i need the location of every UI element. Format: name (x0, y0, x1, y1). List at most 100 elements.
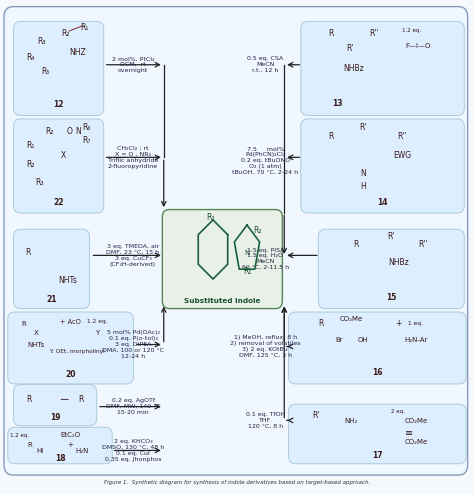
Text: 7.5     mol%
Pd(PhCN)₂Cl₂
0.2 eq. tBuONO
O₂ (1 atm)
tBuOH, 70 °C, 2-24 h: 7.5 mol% Pd(PhCN)₂Cl₂ 0.2 eq. tBuONO O₂ … (232, 147, 299, 175)
Text: R: R (27, 395, 32, 404)
Text: 13: 13 (332, 99, 343, 108)
Text: 1.5 eq. PISA
1.5 eq. H₂O
MeCN
60 °C, 2-11.5 h: 1.5 eq. PISA 1.5 eq. H₂O MeCN 60 °C, 2-1… (242, 247, 289, 270)
FancyBboxPatch shape (289, 404, 466, 464)
Text: 22: 22 (54, 198, 64, 207)
Text: 1) MeOH, reflux, 8 h
2) removal of volatiles
3) 2 eq. KOtBu
DMF, 125 °C, 3 h: 1) MeOH, reflux, 8 h 2) removal of volat… (230, 335, 301, 358)
FancyBboxPatch shape (4, 6, 468, 475)
FancyBboxPatch shape (13, 229, 90, 309)
Text: O: O (66, 127, 72, 136)
Text: R₂: R₂ (46, 127, 54, 136)
Text: Y: Y (96, 330, 100, 336)
FancyBboxPatch shape (13, 119, 104, 213)
Text: N: N (75, 127, 81, 136)
Text: R₂: R₂ (61, 29, 70, 39)
Text: R₇: R₇ (82, 136, 91, 145)
Text: EtC₂O: EtC₂O (60, 432, 80, 439)
FancyBboxPatch shape (13, 21, 104, 116)
FancyBboxPatch shape (318, 229, 465, 309)
FancyBboxPatch shape (162, 209, 283, 309)
Text: NHZ: NHZ (70, 47, 86, 56)
Text: R'': R'' (418, 240, 428, 249)
Text: R: R (26, 247, 31, 256)
Text: 2 mol%, PtCl₄
DCM,  rt
overnight: 2 mol%, PtCl₄ DCM, rt overnight (112, 56, 154, 73)
Text: 2 eq.: 2 eq. (392, 409, 405, 414)
FancyBboxPatch shape (289, 312, 466, 384)
Text: Substituted Indole: Substituted Indole (184, 298, 261, 304)
Text: R: R (328, 29, 334, 39)
Text: H₂N-Ar: H₂N-Ar (404, 337, 428, 343)
Text: R'': R'' (397, 132, 407, 141)
Text: 1.2 eq.: 1.2 eq. (402, 28, 421, 33)
Text: R₄: R₄ (27, 53, 35, 62)
Text: Figure 1.  Synthetic diagram for synthesis of indole derivatives based on target: Figure 1. Synthetic diagram for synthesi… (104, 480, 370, 485)
Text: 1 eq.: 1 eq. (409, 322, 423, 327)
Text: Y: OEt, morpholinyl: Y: OEt, morpholinyl (49, 349, 105, 354)
Text: R: R (319, 319, 324, 329)
Text: 14: 14 (377, 198, 388, 207)
FancyBboxPatch shape (13, 384, 97, 426)
Text: NHTs: NHTs (27, 341, 45, 348)
Text: R₃: R₃ (35, 178, 44, 187)
Text: R: R (353, 240, 358, 249)
Text: X: X (34, 330, 38, 336)
Text: +: + (395, 319, 401, 329)
Text: R₁: R₁ (243, 267, 251, 276)
Text: 3 eq. TMEDA, air
DMF, 23 °C, 15 h
3 eq. CuCF₃
(CF₃H-derived): 3 eq. TMEDA, air DMF, 23 °C, 15 h 3 eq. … (107, 244, 160, 267)
Text: 21: 21 (46, 295, 57, 304)
Text: 1.2 eq.: 1.2 eq. (87, 319, 108, 324)
Text: X: X (60, 151, 65, 160)
Text: R'': R'' (370, 29, 379, 39)
Text: R₁: R₁ (81, 23, 89, 32)
Text: CH₂Cl₂ ; rt
X = O , NR₄
Triflic anhydride
2-fluoropyridine: CH₂Cl₂ ; rt X = O , NR₄ Triflic anhydrid… (108, 146, 158, 168)
Text: 0.2 eq. AgOTf
DMF, MW, 140 °C
15-20 min: 0.2 eq. AgOTf DMF, MW, 140 °C 15-20 min (106, 398, 160, 415)
Text: 1.2 eq.: 1.2 eq. (10, 433, 29, 438)
Text: NHBz: NHBz (388, 258, 409, 267)
Text: R': R' (346, 44, 354, 53)
Text: +: + (67, 442, 73, 448)
FancyBboxPatch shape (301, 21, 465, 116)
Text: 20: 20 (65, 370, 76, 379)
Text: 17: 17 (372, 451, 383, 460)
Text: NH₂: NH₂ (345, 418, 358, 424)
Text: R₆: R₆ (82, 123, 91, 132)
Text: R: R (22, 321, 27, 327)
FancyBboxPatch shape (8, 312, 134, 384)
FancyBboxPatch shape (8, 427, 112, 464)
Text: Br: Br (335, 337, 343, 343)
Text: R': R' (360, 123, 367, 132)
Text: CO₂Me: CO₂Me (404, 418, 428, 424)
Text: 5 mol% Pd(OAc)₂
0.1 eq. P(o-tol)₃
3 eq. DIPEA
DMA, 100 or 120 °C
12-24 h: 5 mol% Pd(OAc)₂ 0.1 eq. P(o-tol)₃ 3 eq. … (102, 330, 164, 359)
Text: 16: 16 (372, 368, 383, 376)
Text: 0.1 eq. TfOH
THF
120 °C, 8 h: 0.1 eq. TfOH THF 120 °C, 8 h (246, 412, 285, 429)
Text: 18: 18 (55, 454, 65, 463)
Text: CO₂Me: CO₂Me (404, 440, 428, 446)
Text: R: R (27, 442, 32, 448)
Text: R₃: R₃ (206, 213, 215, 222)
Text: + AcO: + AcO (60, 319, 81, 325)
Text: 2 eq. KHCO₃
DMSO, 130 °C, 48 h
0.1 eq. CuI
0.35 eq. Jhonphos: 2 eq. KHCO₃ DMSO, 130 °C, 48 h 0.1 eq. C… (102, 439, 164, 462)
Text: NHBz: NHBz (343, 64, 364, 73)
Text: 15: 15 (386, 293, 396, 302)
Text: R: R (78, 395, 83, 404)
Text: H: H (360, 181, 366, 191)
Text: 0.5 eq. CSA
MeCN
r.t., 12 h: 0.5 eq. CSA MeCN r.t., 12 h (247, 56, 283, 73)
Text: CO₂Me: CO₂Me (339, 316, 363, 322)
Text: N: N (360, 169, 366, 178)
Text: F—I—O: F—I—O (405, 42, 430, 48)
Text: R': R' (388, 232, 395, 242)
Text: R₃: R₃ (37, 37, 46, 45)
Text: EWG: EWG (393, 151, 411, 160)
Text: R': R' (312, 412, 320, 420)
Text: R₂: R₂ (254, 226, 262, 235)
FancyBboxPatch shape (301, 119, 465, 213)
Text: R₁: R₁ (27, 141, 35, 150)
Text: ≡: ≡ (405, 428, 413, 438)
Text: R₂: R₂ (27, 160, 35, 168)
Text: NHTs: NHTs (58, 276, 77, 285)
Text: N: N (245, 250, 250, 256)
Text: H₂N: H₂N (76, 448, 89, 453)
Text: HI: HI (36, 448, 43, 453)
Text: 19: 19 (50, 413, 60, 422)
Text: 12: 12 (54, 100, 64, 109)
Text: R: R (328, 132, 334, 141)
